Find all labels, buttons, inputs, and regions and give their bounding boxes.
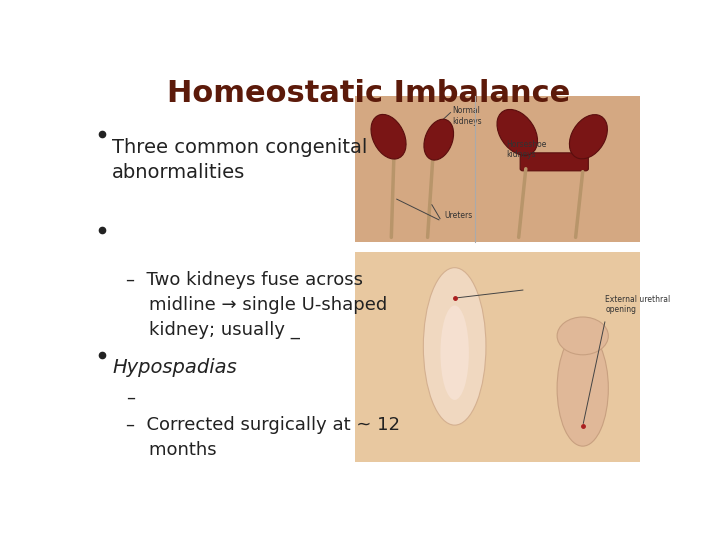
Text: Hypospadias: Hypospadias	[112, 358, 237, 377]
Text: –: –	[126, 389, 135, 407]
Text: –  Two kidneys fuse across
    midline → single U-shaped
    kidney; usually _: – Two kidneys fuse across midline → sing…	[126, 271, 387, 339]
Ellipse shape	[557, 330, 608, 446]
Ellipse shape	[570, 114, 608, 159]
Ellipse shape	[423, 268, 486, 425]
Bar	[355, 96, 639, 241]
Text: Homeostatic Imbalance: Homeostatic Imbalance	[167, 79, 571, 109]
Ellipse shape	[557, 317, 608, 355]
Text: Ureters: Ureters	[444, 211, 472, 220]
Ellipse shape	[441, 306, 469, 400]
Text: Normal
kidneys: Normal kidneys	[453, 106, 482, 126]
Text: –  Corrected surgically at ~ 12
    months: – Corrected surgically at ~ 12 months	[126, 416, 400, 459]
Text: External urethral
opening: External urethral opening	[606, 295, 671, 314]
Text: Horseshoe
kidneys: Horseshoe kidneys	[506, 140, 546, 159]
Text: Three common congenital
abnormalities: Three common congenital abnormalities	[112, 138, 368, 183]
Ellipse shape	[424, 119, 454, 160]
Ellipse shape	[371, 114, 406, 159]
Ellipse shape	[497, 110, 538, 156]
FancyBboxPatch shape	[520, 153, 588, 171]
Bar	[355, 252, 639, 462]
